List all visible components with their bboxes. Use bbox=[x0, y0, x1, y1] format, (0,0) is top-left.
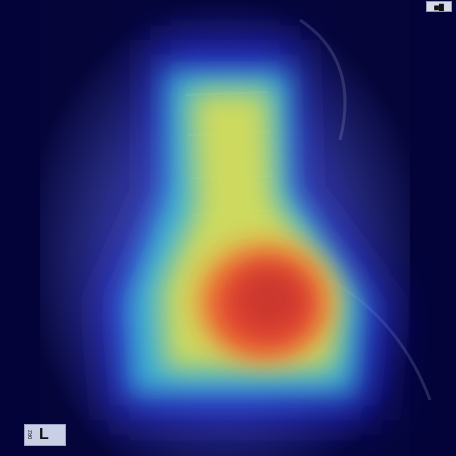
corner-tag: ■▇ bbox=[426, 1, 452, 12]
side-marker: DRZ L bbox=[24, 424, 66, 446]
marker-small-text: DRZ bbox=[28, 430, 34, 440]
marker-letter: L bbox=[39, 426, 49, 443]
